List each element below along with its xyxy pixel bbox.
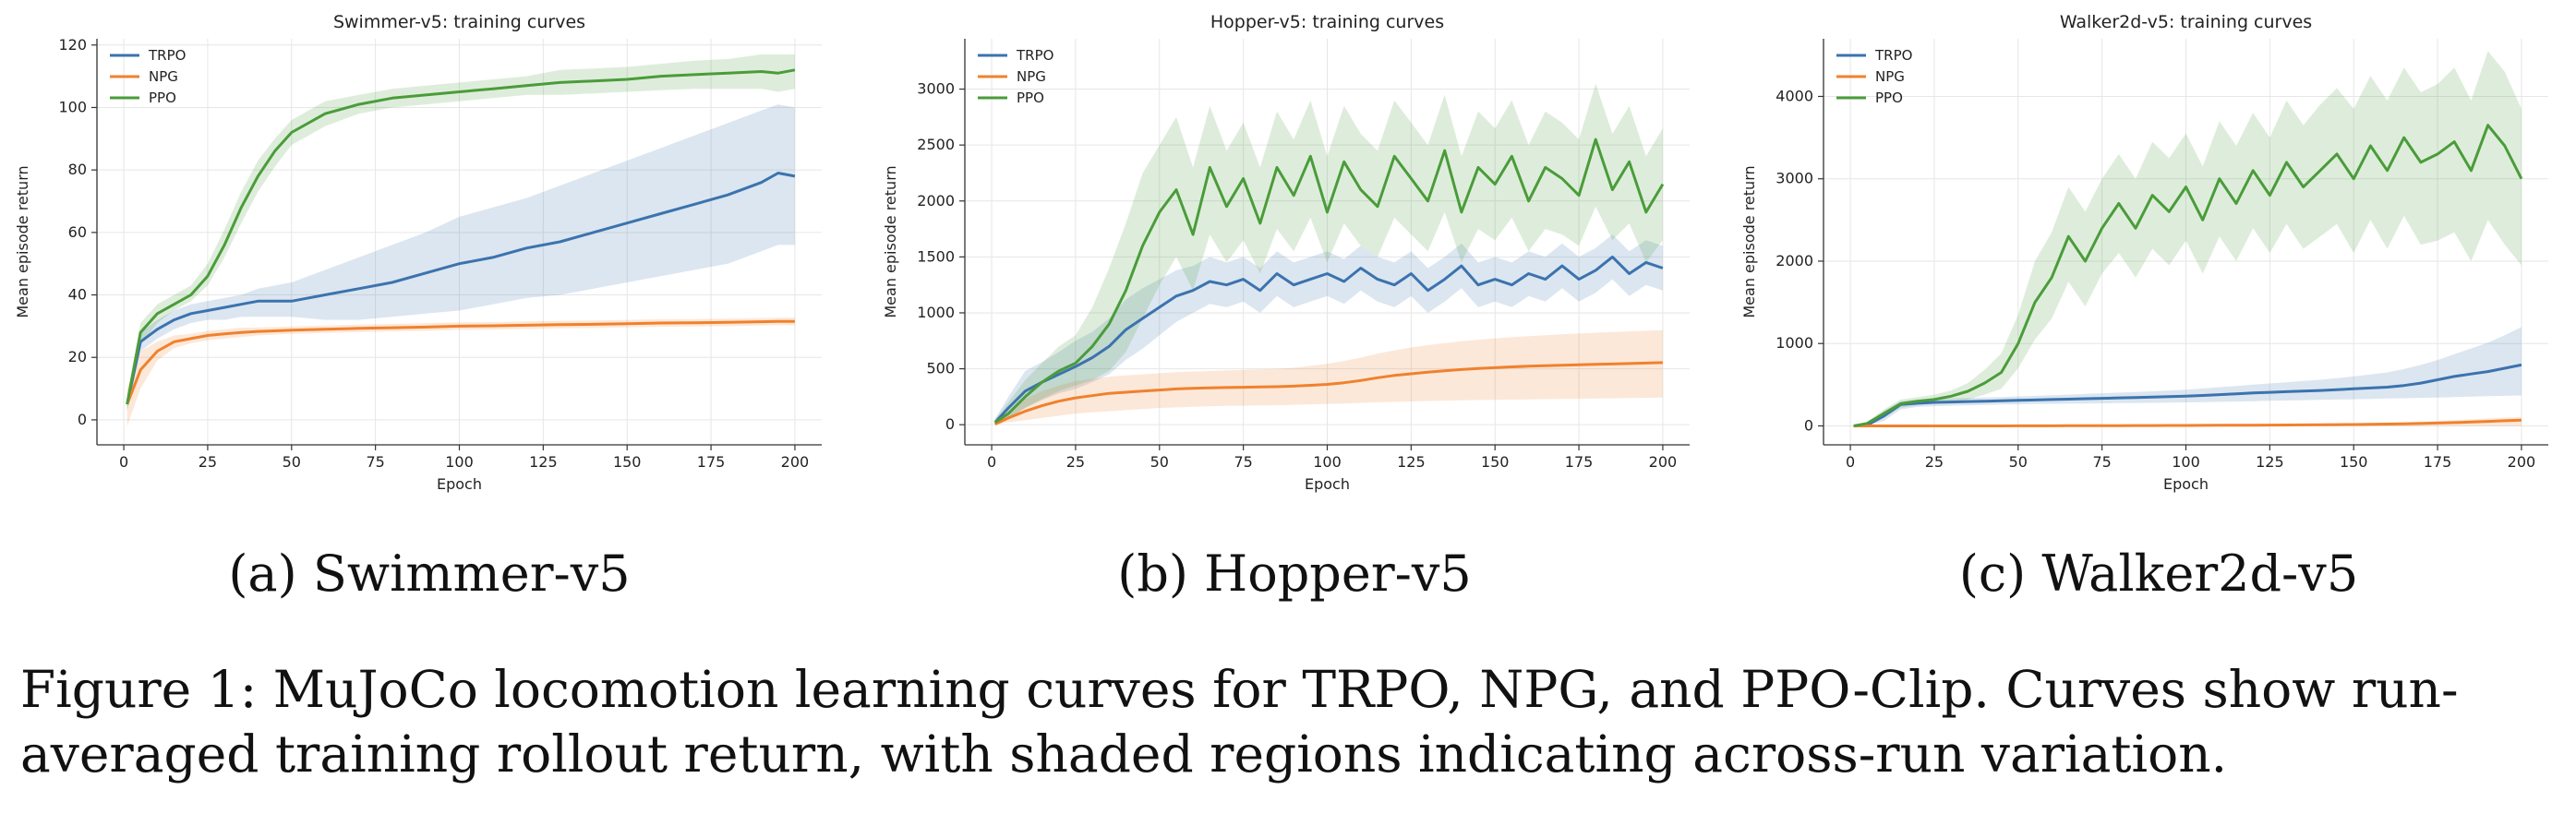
y-axis-label: Mean episode return xyxy=(1740,165,1758,317)
series-line-npg xyxy=(1853,418,2522,427)
x-tick-label: 0 xyxy=(1846,453,1855,471)
x-axis-label: Epoch xyxy=(2163,475,2209,493)
y-tick-label: 100 xyxy=(58,98,87,115)
figure-caption: Figure 1: MuJoCo locomotion learning cur… xyxy=(20,660,2459,784)
chart-title: Swimmer-v5: training curves xyxy=(333,12,585,32)
y-tick-label: 20 xyxy=(68,348,87,365)
band-ppo xyxy=(994,83,1663,425)
y-tick-label: 60 xyxy=(68,223,87,241)
chart-2: Hopper-v5: training curves 0 25 50 75 100 125 1… xyxy=(882,12,1690,493)
subcaption-c: (c) Walker2d-v5 xyxy=(1958,545,2359,603)
subcaption-a: (a) Swimmer-v5 xyxy=(228,545,631,603)
x-tick-label: 50 xyxy=(283,453,301,471)
band-trpo xyxy=(1853,327,2522,427)
y-tick-label: 3000 xyxy=(917,80,955,98)
x-tick-label: 175 xyxy=(1565,453,1594,471)
legend-label-ppo: PPO xyxy=(149,90,176,106)
series-line-trpo xyxy=(1853,363,2522,427)
x-tick-label: 200 xyxy=(2508,453,2536,471)
y-tick-label: 2500 xyxy=(917,136,955,153)
legend-label-trpo: TRPO xyxy=(1016,47,1053,64)
x-tick-label: 125 xyxy=(529,453,558,471)
band-trpo xyxy=(994,234,1663,425)
chart-title: Hopper-v5: training curves xyxy=(1210,12,1444,32)
band-trpo xyxy=(126,104,795,411)
series-line-ppo xyxy=(993,138,1665,425)
y-axis-label: Mean episode return xyxy=(14,165,31,317)
legend-label-ppo: PPO xyxy=(1875,90,1903,106)
x-tick-label: 150 xyxy=(2340,453,2368,471)
legend-label-npg: NPG xyxy=(1017,68,1046,85)
series-line-npg xyxy=(994,361,1663,425)
band-ppo xyxy=(126,54,795,411)
figure-charts: Swimmer-v5: training curves 0 25 50 75 100 125… xyxy=(14,12,2548,493)
band-npg xyxy=(994,329,1663,425)
x-tick-label: 100 xyxy=(2172,453,2200,471)
y-tick-label: 500 xyxy=(926,360,955,377)
legend-label-trpo: TRPO xyxy=(1874,47,1912,64)
x-tick-label: 0 xyxy=(987,453,996,471)
x-tick-label: 125 xyxy=(1397,453,1426,471)
x-tick-label: 150 xyxy=(613,453,642,471)
x-tick-label: 125 xyxy=(2256,453,2284,471)
chart-3: Walker2d-v5: training curves 0 25 50 75 100 12… xyxy=(1740,12,2548,493)
x-tick-label: 75 xyxy=(1234,453,1252,471)
legend-label-npg: NPG xyxy=(1875,68,1905,85)
y-tick-label: 120 xyxy=(58,36,87,54)
legend-label-ppo: PPO xyxy=(1017,90,1044,106)
y-tick-label: 0 xyxy=(945,415,955,433)
series-line-ppo xyxy=(126,68,796,405)
y-axis-label: Mean episode return xyxy=(882,165,899,317)
series-line-trpo xyxy=(126,172,796,405)
legend-label-npg: NPG xyxy=(149,68,178,85)
series-line-ppo xyxy=(1853,124,2523,427)
subcaption-b: (b) Hopper-v5 xyxy=(1117,545,1472,603)
x-tick-label: 100 xyxy=(445,453,474,471)
x-tick-label: 75 xyxy=(366,453,384,471)
x-tick-label: 150 xyxy=(1481,453,1510,471)
y-tick-label: 0 xyxy=(78,411,87,428)
y-tick-label: 1000 xyxy=(917,304,955,321)
x-axis-label: Epoch xyxy=(437,475,482,493)
y-tick-label: 4000 xyxy=(1776,87,1813,104)
series-line-npg xyxy=(126,319,795,405)
x-tick-label: 25 xyxy=(1066,453,1085,471)
y-tick-label: 1000 xyxy=(1776,334,1813,352)
y-tick-label: 2000 xyxy=(917,192,955,209)
y-tick-label: 3000 xyxy=(1776,170,1813,187)
chart-title: Walker2d-v5: training curves xyxy=(2060,12,2312,32)
x-tick-label: 50 xyxy=(1150,453,1169,471)
y-tick-label: 80 xyxy=(68,161,87,178)
y-tick-label: 2000 xyxy=(1776,252,1813,269)
legend-label-trpo: TRPO xyxy=(148,47,186,64)
x-tick-label: 175 xyxy=(2424,453,2452,471)
x-tick-label: 200 xyxy=(1649,453,1678,471)
x-tick-label: 50 xyxy=(2009,453,2028,471)
x-axis-label: Epoch xyxy=(1305,475,1350,493)
x-tick-label: 175 xyxy=(697,453,726,471)
x-tick-label: 100 xyxy=(1313,453,1342,471)
x-tick-label: 75 xyxy=(2092,453,2111,471)
band-ppo xyxy=(1853,51,2522,426)
x-tick-label: 25 xyxy=(199,453,217,471)
x-tick-label: 200 xyxy=(781,453,810,471)
chart-1: Swimmer-v5: training curves 0 25 50 75 100 125… xyxy=(14,12,822,493)
x-tick-label: 25 xyxy=(1925,453,1944,471)
y-tick-label: 1500 xyxy=(917,247,955,265)
series-line-trpo xyxy=(993,255,1664,424)
x-tick-label: 0 xyxy=(119,453,128,471)
y-tick-label: 0 xyxy=(1804,416,1813,434)
y-tick-label: 40 xyxy=(68,286,87,304)
